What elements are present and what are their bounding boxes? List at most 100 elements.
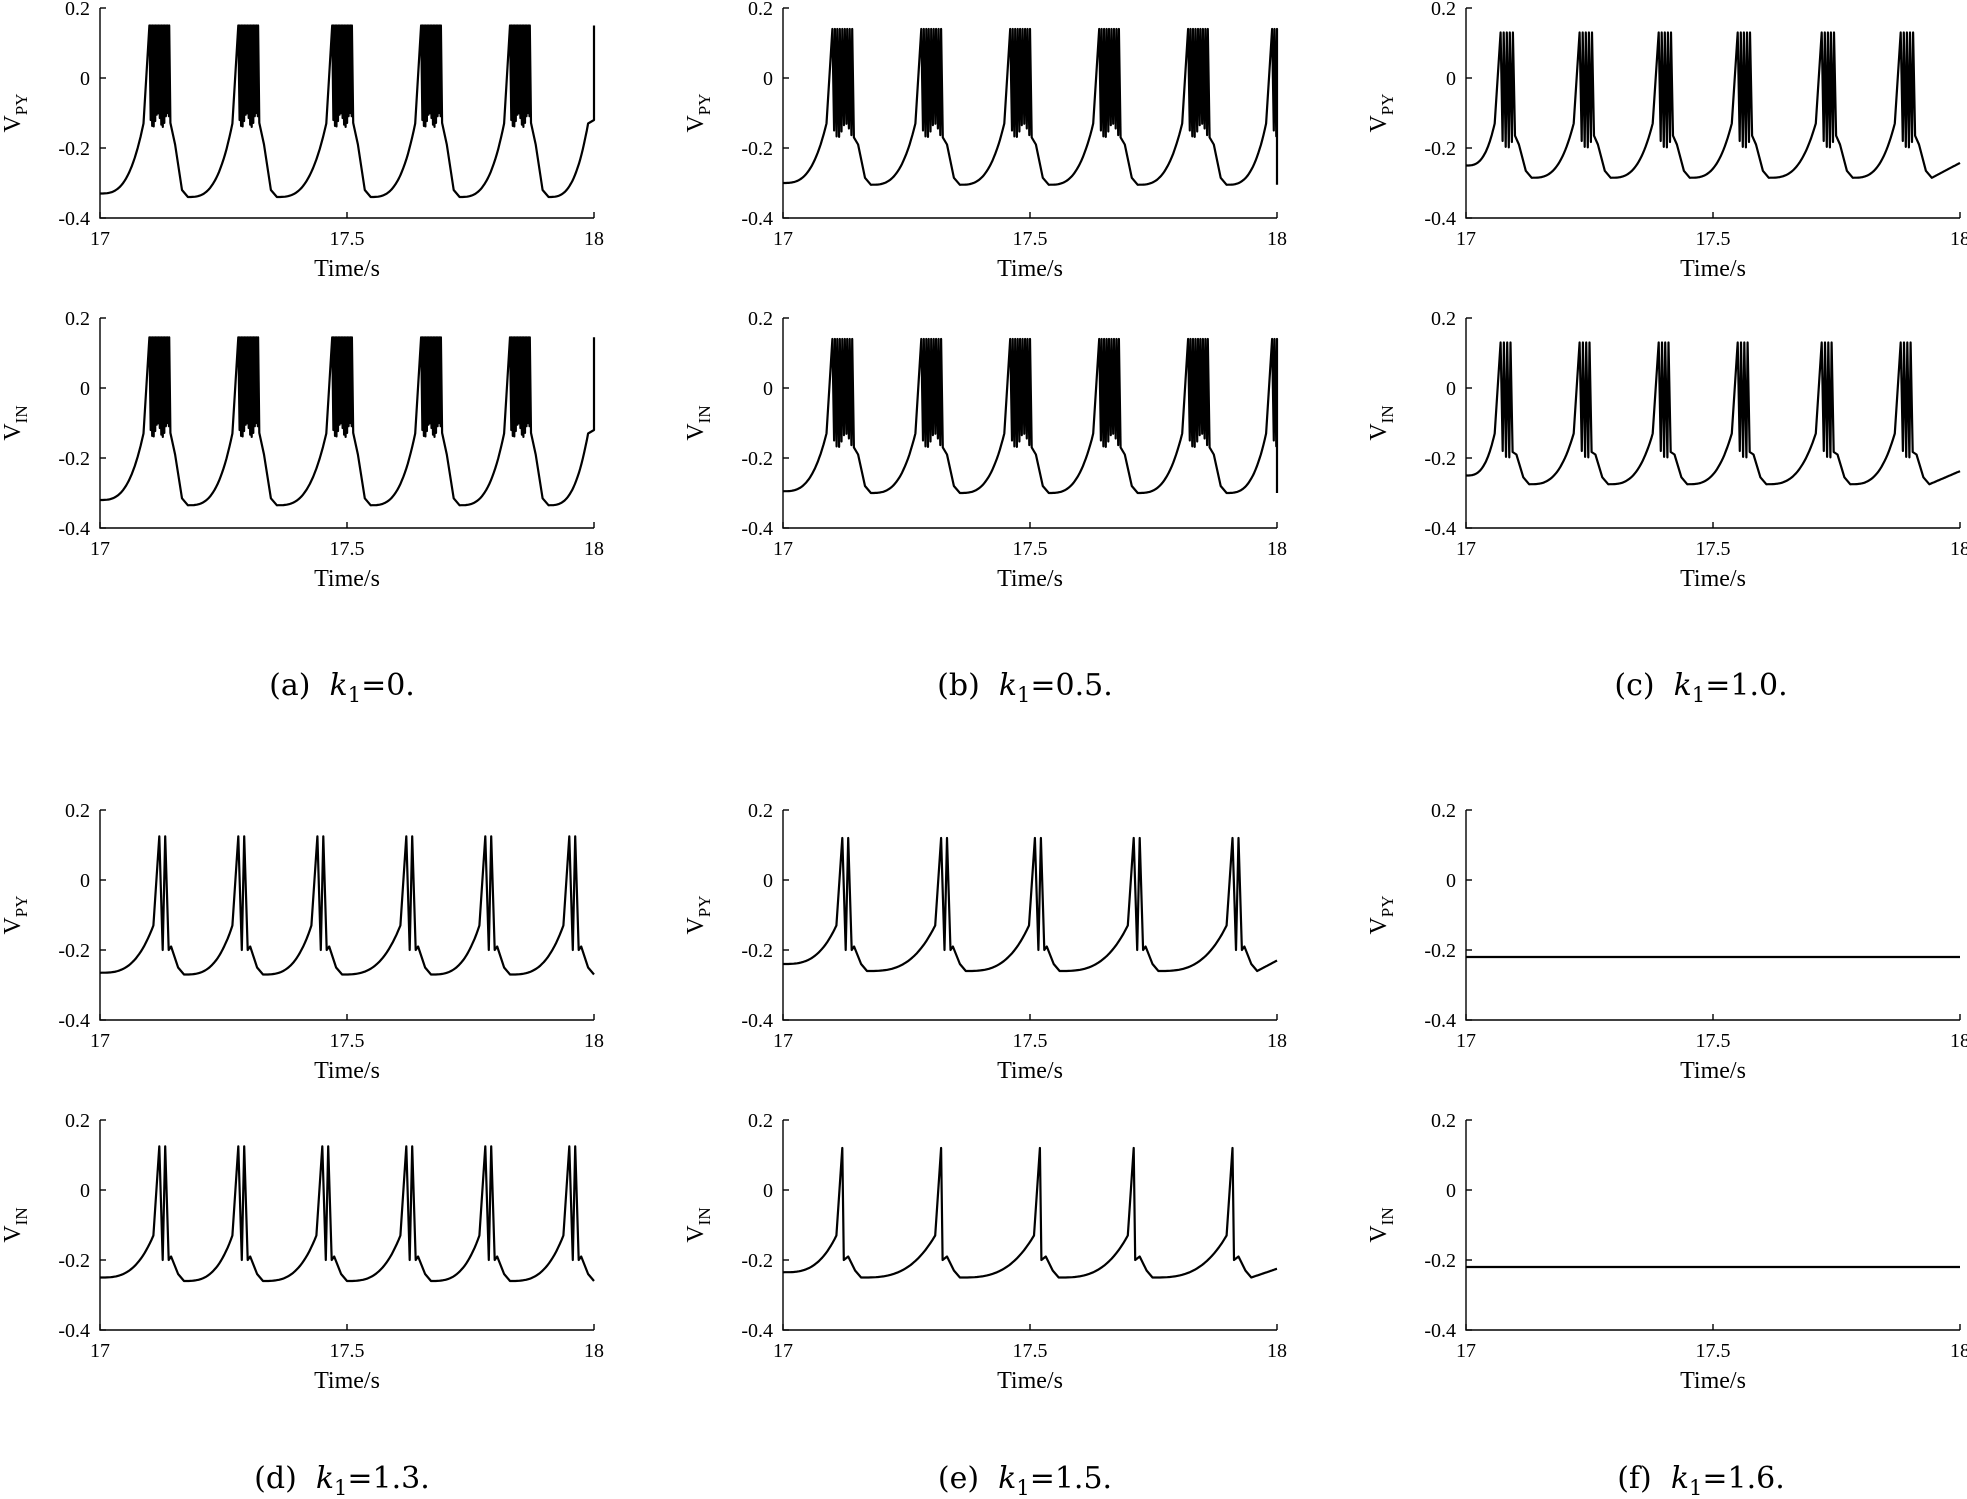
subplot-b-py: -0.4 -0.2 0 0.2 17 17.5 18 Time/s VPY — [683, 0, 1287, 282]
y-tick-label: 0.2 — [1431, 800, 1456, 822]
x-tick-label: 18 — [584, 1030, 604, 1052]
x-tick-label: 17 — [90, 1340, 110, 1362]
x-tick-label: 17 — [773, 538, 793, 560]
x-axis-label: Time/s — [997, 1368, 1063, 1394]
subplot-d-in: -0.4 -0.2 0 0.2 17 17.5 18 Time/s VIN — [0, 1110, 604, 1394]
y-axis-label: VIN — [0, 405, 31, 440]
y-tick-label: 0 — [1446, 378, 1456, 400]
panel-caption-c: (c) k1=1.0. — [1614, 668, 1787, 707]
y-tick-label: 0 — [80, 378, 90, 400]
x-tick-label: 17 — [773, 1340, 793, 1362]
y-axis-label: VPY — [1366, 93, 1397, 132]
x-axis-label: Time/s — [1680, 566, 1746, 592]
y-tick-label: 0.2 — [1431, 1110, 1456, 1132]
x-axis-label: Time/s — [314, 1368, 380, 1394]
x-tick-label: 17.5 — [1013, 228, 1048, 250]
y-axis-label: VIN — [683, 405, 714, 440]
x-tick-label: 17.5 — [330, 538, 365, 560]
voltage-trace-py — [1465, 31, 1961, 179]
y-axis-label: VIN — [1366, 405, 1397, 440]
y-tick-label: 0 — [1446, 1180, 1456, 1202]
axes-frame — [1465, 8, 1960, 219]
x-axis-label: Time/s — [314, 566, 380, 592]
subplot-b-in: -0.4 -0.2 0 0.2 17 17.5 18 Time/s VIN — [683, 308, 1287, 592]
x-tick-label: 18 — [1950, 1340, 1967, 1362]
y-tick-label: -0.4 — [1424, 1320, 1456, 1342]
y-tick-label: 0.2 — [748, 308, 773, 330]
y-tick-label: -0.4 — [58, 1320, 90, 1342]
voltage-trace-py — [100, 24, 596, 199]
x-tick-label: 17 — [90, 1030, 110, 1052]
x-tick-label: 17 — [1456, 1030, 1476, 1052]
y-axis-label: VPY — [683, 93, 714, 132]
y-tick-label: 0 — [763, 378, 773, 400]
x-tick-label: 17 — [1456, 1340, 1476, 1362]
y-tick-label: -0.2 — [58, 940, 90, 962]
y-tick-label: 0.2 — [748, 800, 773, 822]
x-tick-label: 17 — [1456, 228, 1476, 250]
voltage-trace-py — [783, 27, 1279, 186]
y-tick-label: 0 — [80, 68, 90, 90]
voltage-trace-py — [783, 836, 1278, 973]
y-tick-label: -0.4 — [1424, 1010, 1456, 1032]
axes-frame — [99, 1120, 594, 1331]
voltage-trace-in — [782, 1146, 1278, 1279]
y-axis-label: VPY — [0, 895, 31, 934]
y-tick-label: -0.2 — [741, 940, 773, 962]
x-tick-label: 17.5 — [330, 1030, 365, 1052]
y-tick-label: 0 — [80, 1180, 90, 1202]
y-tick-label: 0 — [80, 870, 90, 892]
y-tick-label: -0.4 — [741, 1010, 773, 1032]
y-axis-label: VIN — [0, 1207, 31, 1242]
panel-caption-b: (b) k1=0.5. — [937, 668, 1113, 707]
y-tick-label: -0.4 — [741, 208, 773, 230]
y-tick-label: -0.4 — [741, 1320, 773, 1342]
x-tick-label: 17.5 — [330, 1340, 365, 1362]
y-tick-label: 0.2 — [65, 800, 90, 822]
x-axis-label: Time/s — [1680, 1058, 1746, 1084]
axes-frame — [99, 810, 594, 1021]
x-axis-label: Time/s — [997, 566, 1063, 592]
x-axis-label: Time/s — [1680, 256, 1746, 282]
voltage-trace-in — [100, 336, 596, 507]
y-axis-label: VIN — [683, 1207, 714, 1242]
y-tick-label: 0 — [1446, 68, 1456, 90]
x-tick-label: 18 — [1267, 1030, 1287, 1052]
x-axis-label: Time/s — [1680, 1368, 1746, 1394]
y-tick-label: -0.4 — [58, 208, 90, 230]
panel-caption-d: (d) k1=1.3. — [254, 1461, 430, 1499]
y-tick-label: 0 — [763, 68, 773, 90]
voltage-trace-in — [100, 1145, 595, 1283]
axes-frame — [1465, 810, 1960, 1021]
panel-caption-f: (f) k1=1.6. — [1617, 1461, 1785, 1499]
y-tick-label: -0.2 — [1424, 1250, 1456, 1272]
axes-frame — [1465, 1120, 1960, 1331]
x-tick-label: 17.5 — [1696, 1030, 1731, 1052]
y-tick-label: -0.4 — [58, 1010, 90, 1032]
subplot-f-in: -0.4 -0.2 0 0.2 17 17.5 18 Time/s VIN — [1366, 1110, 1967, 1394]
y-tick-label: 0.2 — [748, 1110, 773, 1132]
y-axis-label: VIN — [1366, 1207, 1397, 1242]
subplot-a-in: -0.4 -0.2 0 0.2 17 17.5 18 Time/s VIN — [0, 308, 604, 592]
y-tick-label: -0.2 — [58, 448, 90, 470]
subplot-f-py: -0.4 -0.2 0 0.2 17 17.5 18 Time/s VPY — [1366, 800, 1967, 1084]
x-tick-label: 18 — [1950, 228, 1967, 250]
x-tick-label: 18 — [1267, 228, 1287, 250]
x-tick-label: 17 — [90, 538, 110, 560]
x-tick-label: 17.5 — [1696, 228, 1731, 250]
y-axis-label: VPY — [0, 93, 31, 132]
subplot-c-in: -0.4 -0.2 0 0.2 17 17.5 18 Time/s VIN — [1366, 308, 1967, 592]
x-axis-label: Time/s — [314, 1058, 380, 1084]
x-tick-label: 18 — [1950, 1030, 1967, 1052]
y-tick-label: 0 — [1446, 870, 1456, 892]
x-tick-label: 18 — [1267, 1340, 1287, 1362]
y-tick-label: -0.4 — [1424, 208, 1456, 230]
subplot-e-py: -0.4 -0.2 0 0.2 17 17.5 18 Time/s VPY — [683, 800, 1287, 1084]
y-axis-label: VPY — [683, 895, 714, 934]
x-tick-label: 17.5 — [1696, 1340, 1731, 1362]
voltage-trace-py — [99, 835, 595, 976]
y-tick-label: -0.4 — [1424, 518, 1456, 540]
subplot-a-py: -0.4 -0.2 0 0.2 17 17.5 18 Time/s VPY — [0, 0, 604, 282]
y-tick-label: -0.2 — [741, 138, 773, 160]
